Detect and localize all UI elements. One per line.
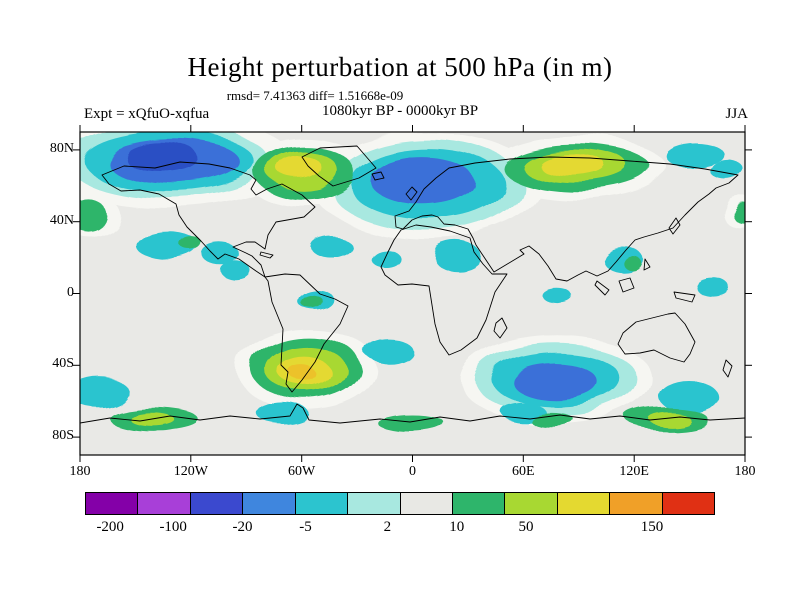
- anomaly-region: [545, 291, 576, 307]
- coastline-africa: [380, 224, 508, 356]
- y-axis-label: 40S: [52, 356, 74, 372]
- anomaly-region: [709, 158, 744, 181]
- experiment-label: Expt = xQfuO-xqfua: [84, 106, 210, 122]
- anomaly-region: [379, 415, 446, 434]
- anomaly-region: [310, 236, 352, 258]
- anomaly-region: [220, 261, 250, 280]
- colorbar-segment: [86, 493, 139, 514]
- coastline-eurasia: [394, 156, 739, 282]
- anomaly-region: [277, 155, 322, 181]
- coastlines: [80, 145, 745, 424]
- colorbar-segment: [190, 493, 244, 514]
- anomaly-region: [179, 236, 202, 251]
- anomaly-region: [538, 153, 605, 176]
- anomaly-region: [732, 202, 745, 224]
- x-axis-label: 0: [409, 464, 416, 479]
- colorbar-label: -20: [232, 519, 253, 535]
- axis-ticks: [73, 125, 752, 462]
- plot-title: Height perturbation at 500 hPa (in m): [187, 52, 613, 82]
- colorbar-segment: [400, 493, 453, 514]
- coastline-iceland: [371, 171, 385, 181]
- colorbar-segment: [557, 493, 611, 514]
- coastline-japan: [668, 217, 681, 235]
- rmsd-diff-annotation: rmsd= 7.41363 diff= 1.51668e-09: [226, 88, 404, 103]
- colorbar-label: -5: [299, 519, 312, 535]
- anomaly-region: [80, 376, 129, 409]
- anomaly-region: [301, 295, 324, 310]
- colorbar-segment: [243, 493, 296, 514]
- coastline-south-america: [264, 273, 349, 393]
- world-map: [73, 125, 752, 462]
- x-axis-label: 60W: [288, 464, 316, 479]
- x-axis-label: 180: [734, 464, 756, 479]
- anomaly-region: [370, 248, 400, 267]
- colorbar-segment: [295, 493, 349, 514]
- anomaly-region: [528, 411, 574, 427]
- colorbar-segment: [662, 493, 715, 514]
- season-label: JJA: [725, 106, 748, 122]
- x-axis-label: 180: [69, 464, 91, 479]
- colorbar: [85, 492, 715, 515]
- coastline-sumatra: [594, 280, 610, 296]
- colorbar-segment: [348, 493, 401, 514]
- coastline-philippines: [643, 258, 651, 271]
- coastline-borneo: [618, 277, 635, 293]
- colorbar-segment: [610, 493, 663, 514]
- coastline-britain: [405, 186, 418, 201]
- coastline-greenland: [301, 145, 377, 187]
- coastline-cuba: [259, 251, 274, 259]
- anomaly-region: [290, 367, 317, 382]
- anomaly-region: [80, 198, 106, 231]
- coastline-antarctica: [80, 403, 745, 424]
- coastline-north-america: [101, 161, 316, 278]
- colorbar-segment: [505, 493, 558, 514]
- anomaly-region: [257, 402, 310, 425]
- period-label: 1080kyr BP - 0000kyr BP: [321, 103, 479, 119]
- coastline-new-zealand: [722, 359, 733, 378]
- anomaly-region: [432, 241, 481, 271]
- colorbar-label: -200: [96, 519, 124, 535]
- coastline-madagascar: [493, 317, 508, 339]
- anomaly-region: [370, 157, 474, 204]
- y-axis-label: 0: [67, 284, 74, 300]
- colorbar-label: 150: [640, 519, 664, 535]
- anomaly-region: [660, 381, 720, 414]
- y-axis-label: 80S: [52, 428, 74, 444]
- anomaly-region: [366, 340, 415, 366]
- anomaly-region: [663, 140, 723, 167]
- y-axis-label: 40N: [49, 212, 74, 228]
- anomaly-region: [649, 412, 690, 426]
- colorbar-label: 2: [383, 519, 392, 535]
- anomaly-region: [621, 254, 640, 269]
- x-axis-label: 120W: [173, 464, 208, 479]
- anomaly-region: [135, 230, 199, 260]
- coastline-australia: [617, 312, 696, 363]
- colorbar-label: 50: [518, 519, 534, 535]
- x-axis-label: 120E: [619, 464, 649, 479]
- coastline-new-guinea: [673, 291, 696, 303]
- colorbar-segment: [138, 493, 191, 514]
- anomaly-region: [697, 279, 731, 298]
- x-axis-label: 60E: [512, 464, 535, 479]
- colorbar-segment: [452, 493, 506, 514]
- anomaly-contours: [80, 132, 745, 434]
- anomaly-region: [124, 142, 199, 172]
- anomaly-region: [512, 363, 598, 400]
- colorbar-label: -100: [159, 519, 187, 535]
- y-axis-label: 80N: [49, 140, 74, 156]
- map-panel: [70, 122, 755, 465]
- colorbar-label: 10: [449, 519, 465, 535]
- anomaly-region: [201, 243, 239, 265]
